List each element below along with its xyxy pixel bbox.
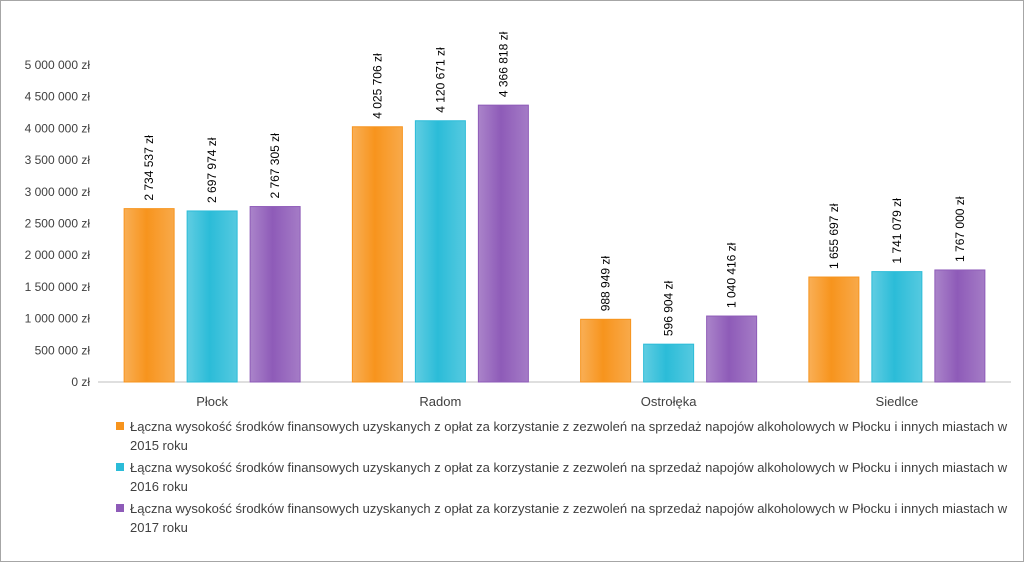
data-label: 1 655 697 zł xyxy=(827,203,841,269)
y-tick-label: 2 000 000 zł xyxy=(25,248,91,262)
data-label: 1 741 079 zł xyxy=(890,198,904,264)
x-category-label: Radom xyxy=(419,394,461,409)
data-label: 596 904 zł xyxy=(662,280,676,336)
y-tick-label: 1 000 000 zł xyxy=(25,312,91,326)
legend-item-2015: Łączna wysokość środków finansowych uzys… xyxy=(116,417,1016,455)
bar xyxy=(123,208,175,383)
bar xyxy=(477,104,529,383)
bar xyxy=(706,315,758,383)
legend-swatch-2015 xyxy=(116,422,124,430)
legend: Łączna wysokość środków finansowych uzys… xyxy=(116,417,1016,540)
x-category-label: Ostrołęka xyxy=(641,394,697,409)
data-label: 4 120 671 zł xyxy=(433,47,447,113)
bar xyxy=(186,210,238,383)
legend-swatch-2016 xyxy=(116,463,124,471)
bar xyxy=(808,276,860,383)
bar xyxy=(580,318,632,383)
data-label: 2 734 537 zł xyxy=(142,135,156,201)
data-label: 2 767 305 zł xyxy=(268,133,282,199)
y-tick-label: 3 500 000 zł xyxy=(25,153,91,167)
data-label: 4 025 706 zł xyxy=(370,53,384,119)
y-tick-label: 4 500 000 zł xyxy=(25,90,91,104)
bar xyxy=(351,126,403,383)
bar xyxy=(249,206,301,383)
y-tick-label: 5 000 000 zł xyxy=(25,58,91,72)
bar xyxy=(934,269,986,383)
legend-label-2016: Łączna wysokość środków finansowych uzys… xyxy=(130,460,1008,494)
legend-swatch-2017 xyxy=(116,504,124,512)
y-tick-label: 3 000 000 zł xyxy=(25,185,91,199)
data-label: 1 767 000 zł xyxy=(953,196,967,262)
legend-label-2015: Łączna wysokość środków finansowych uzys… xyxy=(130,419,1008,453)
data-label: 2 697 974 zł xyxy=(205,137,219,203)
data-label: 988 949 zł xyxy=(599,256,613,312)
bar xyxy=(871,271,923,383)
bar xyxy=(414,120,466,383)
y-tick-label: 500 000 zł xyxy=(35,343,91,357)
x-category-label: Płock xyxy=(196,394,228,409)
bar-chart: 0 zł 500 000 zł 1 000 000 zł 1 500 000 zł 2 … xyxy=(25,31,1011,409)
data-label: 4 366 818 zł xyxy=(496,31,510,97)
legend-label-2017: Łączna wysokość środków finansowych uzys… xyxy=(130,501,1008,535)
y-tick-label: 4 000 000 zł xyxy=(25,121,91,135)
x-category-label: Siedlce xyxy=(876,394,919,409)
legend-item-2016: Łączna wysokość środków finansowych uzys… xyxy=(116,458,1016,496)
y-tick-label: 1 500 000 zł xyxy=(25,280,91,294)
y-tick-label: 2 500 000 zł xyxy=(25,217,91,231)
data-label: 1 040 416 zł xyxy=(725,242,739,308)
y-tick-label: 0 zł xyxy=(71,375,90,389)
bar xyxy=(643,343,695,383)
legend-item-2017: Łączna wysokość środków finansowych uzys… xyxy=(116,499,1016,537)
